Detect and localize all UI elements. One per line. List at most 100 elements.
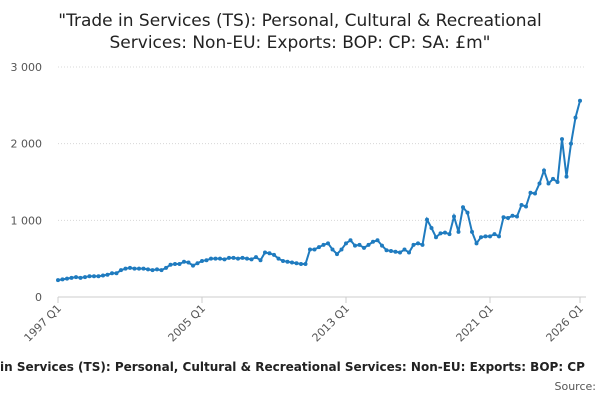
data-point: [443, 230, 447, 235]
data-point: [74, 275, 78, 280]
data-point: [96, 274, 101, 279]
data-point: [335, 252, 339, 257]
data-point: [339, 247, 344, 252]
data-point: [159, 268, 164, 273]
data-point: [312, 247, 317, 252]
data-point: [321, 242, 326, 247]
data-point: [353, 243, 357, 248]
data-point: [456, 229, 461, 234]
data-point: [137, 266, 141, 271]
data-point: [272, 252, 276, 257]
data-point: [69, 275, 74, 280]
x-tick-label: 2013 Q1: [310, 302, 353, 345]
data-point: [371, 239, 375, 244]
x-axis-label: in Services (TS): Personal, Cultural & R…: [0, 360, 585, 374]
data-point: [533, 191, 537, 196]
data-point: [407, 250, 411, 255]
data-point: [209, 256, 213, 261]
data-point: [573, 115, 578, 120]
data-point: [438, 231, 443, 236]
data-point: [308, 247, 312, 252]
data-point: [168, 262, 173, 267]
data-point: [569, 141, 573, 146]
data-point: [524, 204, 528, 209]
x-tick-label: 2021 Q1: [454, 302, 497, 345]
data-point: [470, 229, 474, 234]
data-point: [501, 215, 506, 220]
data-point: [276, 256, 281, 261]
data-point: [263, 250, 267, 255]
chart-title: "Trade in Services (TS): Personal, Cultu…: [58, 11, 541, 53]
data-point: [83, 275, 87, 280]
data-point: [429, 226, 434, 230]
data-point: [537, 181, 542, 186]
data-point: [519, 203, 524, 207]
data-point: [204, 258, 209, 263]
data-point: [564, 174, 569, 179]
data-point: [146, 267, 150, 272]
data-point: [560, 137, 564, 142]
data-point: [474, 241, 479, 246]
data-point: [380, 243, 384, 248]
data-point: [303, 262, 308, 267]
data-point: [411, 242, 416, 247]
y-tick-label: 1 000: [11, 214, 43, 227]
data-point: [578, 98, 582, 103]
data-point: [465, 210, 470, 215]
data-point: [542, 168, 546, 173]
data-point: [492, 232, 497, 237]
data-point: [402, 247, 407, 252]
data-point: [245, 256, 249, 261]
source: Source:: [555, 380, 597, 393]
data-point: [150, 268, 155, 273]
data-point: [393, 249, 398, 254]
data-point: [497, 234, 501, 239]
y-tick-label: 0: [35, 291, 42, 304]
data-point: [213, 256, 218, 261]
data-point: [65, 276, 69, 281]
data-point: [92, 274, 96, 279]
data-point: [155, 267, 159, 272]
data-point: [236, 256, 240, 261]
data-point: [366, 242, 371, 247]
data-point: [290, 260, 294, 265]
data-point: [479, 235, 483, 240]
series-line: [57, 100, 581, 282]
x-tick-label: 2026 Q1: [544, 302, 587, 345]
data-point: [123, 266, 128, 271]
data-point: [546, 181, 551, 186]
data-point: [132, 266, 137, 271]
data-point: [177, 262, 182, 267]
data-point: [222, 257, 227, 262]
data-point: [488, 234, 492, 239]
data-point: [434, 235, 438, 240]
data-point: [128, 265, 132, 270]
data-point: [420, 242, 425, 247]
data-point: [87, 274, 92, 279]
data-point: [425, 217, 429, 222]
data-point: [231, 255, 236, 260]
data-point: [164, 265, 168, 270]
data-point: [375, 238, 380, 243]
data-point: [483, 234, 488, 239]
data-point: [173, 262, 177, 267]
data-point: [447, 232, 452, 237]
data-point: [101, 273, 105, 278]
data-point: [114, 271, 119, 276]
data-point: [357, 242, 362, 247]
data-point: [60, 277, 65, 282]
y-tick-label: 3 000: [11, 61, 43, 74]
data-point: [294, 261, 299, 266]
data-point: [105, 272, 110, 277]
data-point: [186, 260, 191, 265]
data-point: [398, 250, 402, 255]
data-point: [200, 258, 204, 263]
data-point: [119, 268, 123, 273]
data-point: [510, 213, 515, 218]
data-point: [56, 278, 60, 283]
data-point: [348, 238, 353, 243]
data-point: [461, 205, 465, 210]
data-point: [141, 266, 146, 271]
data-point: [389, 249, 393, 253]
data-point: [78, 275, 83, 280]
